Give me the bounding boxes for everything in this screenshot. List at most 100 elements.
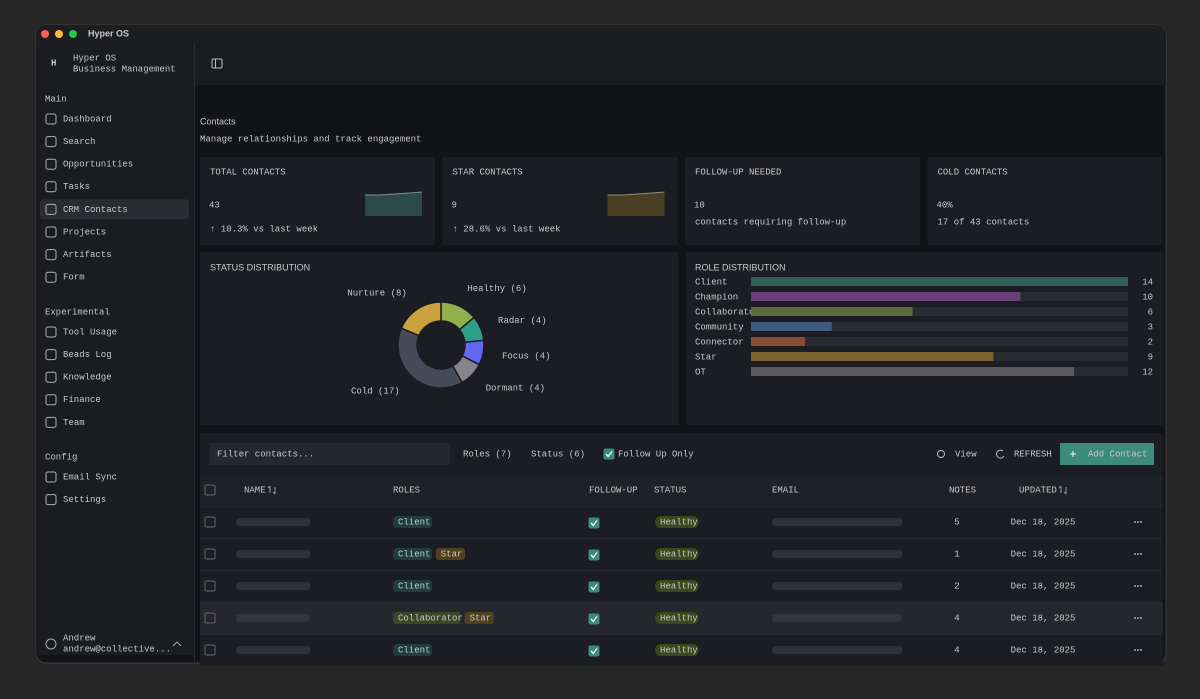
row-menu-dot[interactable] — [1134, 617, 1136, 619]
sparkline — [365, 191, 423, 196]
add-button-label[interactable]: Add Contact — [1088, 449, 1147, 459]
row-follow-up[interactable] — [588, 517, 600, 529]
bar-track — [751, 322, 1128, 331]
stat-value: 43 — [209, 200, 220, 210]
column-header[interactable]: UPDATED — [1019, 485, 1057, 495]
page-subtitle: Manage relationships and track engagemen… — [200, 134, 421, 144]
column-header[interactable]: NAME — [244, 485, 266, 495]
sidebar-toggle[interactable] — [211, 58, 223, 69]
nav-item[interactable]: Knowledge — [63, 373, 112, 383]
roles-filter[interactable]: Roles (7) — [463, 449, 512, 459]
row-menu-dot[interactable] — [1140, 649, 1142, 651]
updated-date: Dec 18, 2025 — [1011, 613, 1076, 623]
updated-date: Dec 18, 2025 — [1011, 549, 1076, 559]
nav-item[interactable]: Settings — [63, 495, 106, 505]
nav-item[interactable]: Finance — [63, 395, 101, 405]
email-blurred — [772, 550, 902, 558]
role-tag-label: Star — [441, 549, 463, 559]
row-menu-dot[interactable] — [1140, 521, 1142, 523]
row-menu-dot[interactable] — [1134, 553, 1136, 555]
follow-up-toggle-check — [605, 451, 613, 458]
follow-up-label[interactable]: Follow Up Only — [618, 449, 694, 459]
name-blurred — [236, 518, 310, 526]
nav-item[interactable]: Form — [63, 273, 85, 283]
nav-item[interactable]: Projects — [63, 227, 106, 237]
row-select[interactable] — [204, 516, 216, 528]
nav-item[interactable]: Tasks — [63, 182, 90, 192]
nav-item[interactable]: Search — [63, 137, 95, 147]
nav-item[interactable]: CRM Contacts — [63, 205, 128, 215]
filter-placeholder: Filter contacts... — [217, 449, 314, 459]
status-pill — [655, 644, 699, 656]
row-select[interactable] — [204, 644, 216, 656]
stat-change: ↑ 10.3% vs last week — [210, 224, 318, 234]
status-label: Healthy — [660, 645, 698, 655]
refresh-button[interactable]: REFRESH — [1014, 449, 1052, 459]
nav-item[interactable]: Team — [63, 418, 85, 428]
column-header: STATUS — [654, 485, 686, 495]
window-title: Hyper OS — [88, 28, 129, 38]
view-icon — [937, 450, 945, 458]
row-menu-dot[interactable] — [1140, 617, 1142, 619]
nav-item[interactable]: Artifacts — [63, 250, 112, 260]
notes-count: 1 — [954, 549, 959, 559]
nav-item[interactable]: Opportunities — [63, 160, 133, 170]
status-pill — [655, 516, 699, 528]
row-menu-dot[interactable] — [1134, 649, 1136, 651]
section-title: Config — [45, 452, 77, 462]
bar-label: Star — [695, 352, 717, 362]
bar-track — [751, 337, 1128, 346]
panel — [200, 252, 678, 425]
chart-title: ROLE DISTRIBUTION — [695, 262, 786, 272]
updated-date: Dec 18, 2025 — [1011, 581, 1076, 591]
bar-label: Community — [695, 322, 744, 332]
stat-label: COLD CONTACTS — [938, 167, 1008, 177]
bar-label: Champion — [695, 292, 738, 302]
select-all[interactable] — [204, 484, 216, 496]
row-select[interactable] — [204, 580, 216, 592]
row-follow-up[interactable] — [588, 581, 600, 593]
row-follow-up[interactable] — [588, 645, 600, 657]
refresh-icon — [996, 449, 1005, 459]
name-blurred — [236, 646, 310, 654]
nav-item[interactable]: Email Sync — [63, 472, 117, 482]
row-menu-dot[interactable] — [1134, 521, 1136, 523]
user-menu-chevron[interactable] — [172, 641, 182, 647]
nav-icon — [45, 158, 57, 170]
bar — [751, 292, 1021, 301]
row-menu-dot[interactable] — [1137, 521, 1139, 523]
add-button[interactable] — [1060, 443, 1154, 465]
row-menu-dot[interactable] — [1140, 553, 1142, 555]
status-filter[interactable]: Status (6) — [531, 449, 585, 459]
role-tag — [435, 548, 465, 560]
role-tag — [393, 516, 432, 528]
follow-up-toggle[interactable] — [603, 448, 615, 460]
column-header: FOLLOW-UP — [589, 485, 638, 495]
row-menu-dot[interactable] — [1140, 585, 1142, 587]
stat-card — [685, 157, 920, 245]
section-title: Main — [45, 94, 67, 104]
name-blurred — [236, 614, 310, 622]
row-menu-dot[interactable] — [1137, 553, 1139, 555]
stat-value: 9 — [452, 200, 457, 210]
view-button[interactable]: View — [955, 449, 977, 459]
role-tag-label: Client — [398, 581, 430, 591]
user-name[interactable]: Andrew — [63, 633, 96, 643]
row-menu-dot[interactable] — [1137, 585, 1139, 587]
row-follow-up[interactable] — [588, 549, 600, 561]
nav-item[interactable]: Tool Usage — [63, 327, 117, 337]
notes-count: 4 — [954, 645, 959, 655]
filter-input[interactable] — [210, 443, 450, 465]
row-follow-up[interactable] — [588, 613, 600, 625]
row-select[interactable] — [204, 612, 216, 624]
nav-item[interactable]: Beads Log — [63, 350, 112, 360]
row-menu-dot[interactable] — [1134, 585, 1136, 587]
row-select[interactable] — [204, 548, 216, 560]
row-menu-dot[interactable] — [1137, 649, 1139, 651]
stat-note: contacts requiring follow-up — [695, 217, 846, 227]
sparkline-area — [607, 192, 665, 216]
nav-item[interactable]: Dashboard — [63, 114, 112, 124]
nav-icon — [45, 349, 57, 361]
row-menu-dot[interactable] — [1137, 617, 1139, 619]
